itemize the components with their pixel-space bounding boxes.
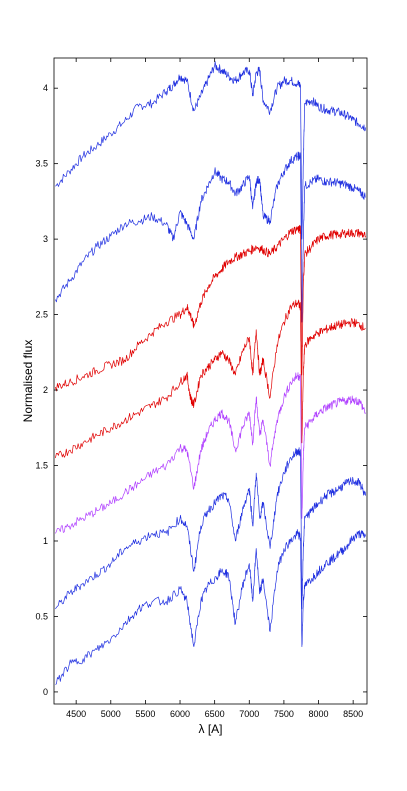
y-axis-title: Normalised flux [21, 340, 35, 423]
x-tick-label: 5500 [135, 709, 155, 719]
y-tick-label: 1 [43, 536, 48, 546]
y-tick-label: 2.5 [35, 310, 48, 320]
spectrum-line-5 [55, 372, 366, 534]
x-tick-label: 8000 [309, 709, 329, 719]
x-tick-label: 7500 [274, 709, 294, 719]
y-tick-label: 0.5 [35, 611, 48, 621]
spectrum-line-7 [55, 529, 366, 685]
x-tick-label: 5000 [101, 709, 121, 719]
x-tick-label: 6500 [205, 709, 225, 719]
x-tick-label: 6000 [170, 709, 190, 719]
spectrum-line-2 [55, 151, 366, 323]
y-tick-label: 2 [43, 385, 48, 395]
spectrum-line-3 [55, 224, 366, 392]
spectrum-line-4 [55, 299, 366, 459]
y-tick-label: 4 [43, 83, 48, 93]
x-tick-label: 7000 [239, 709, 259, 719]
y-tick-label: 3.5 [35, 159, 48, 169]
y-tick-label: 1.5 [35, 461, 48, 471]
spectrum-line-6 [55, 447, 366, 610]
y-tick-label: 3 [43, 234, 48, 244]
x-axis: 4500 5000 5500 6000 6500 7000 7500 8000 8500 [66, 58, 363, 719]
spectrum-line-1 [55, 61, 366, 240]
y-tick-label: 0 [43, 687, 48, 697]
x-tick-label: 8500 [343, 709, 363, 719]
x-axis-title: λ [A] [198, 722, 222, 736]
plot-frame [53, 57, 368, 705]
x-tick-label: 4500 [66, 709, 86, 719]
plot-lines [55, 61, 366, 685]
y-axis: 0 0.5 1 1.5 2 2.5 3 3.5 4 [35, 83, 367, 697]
